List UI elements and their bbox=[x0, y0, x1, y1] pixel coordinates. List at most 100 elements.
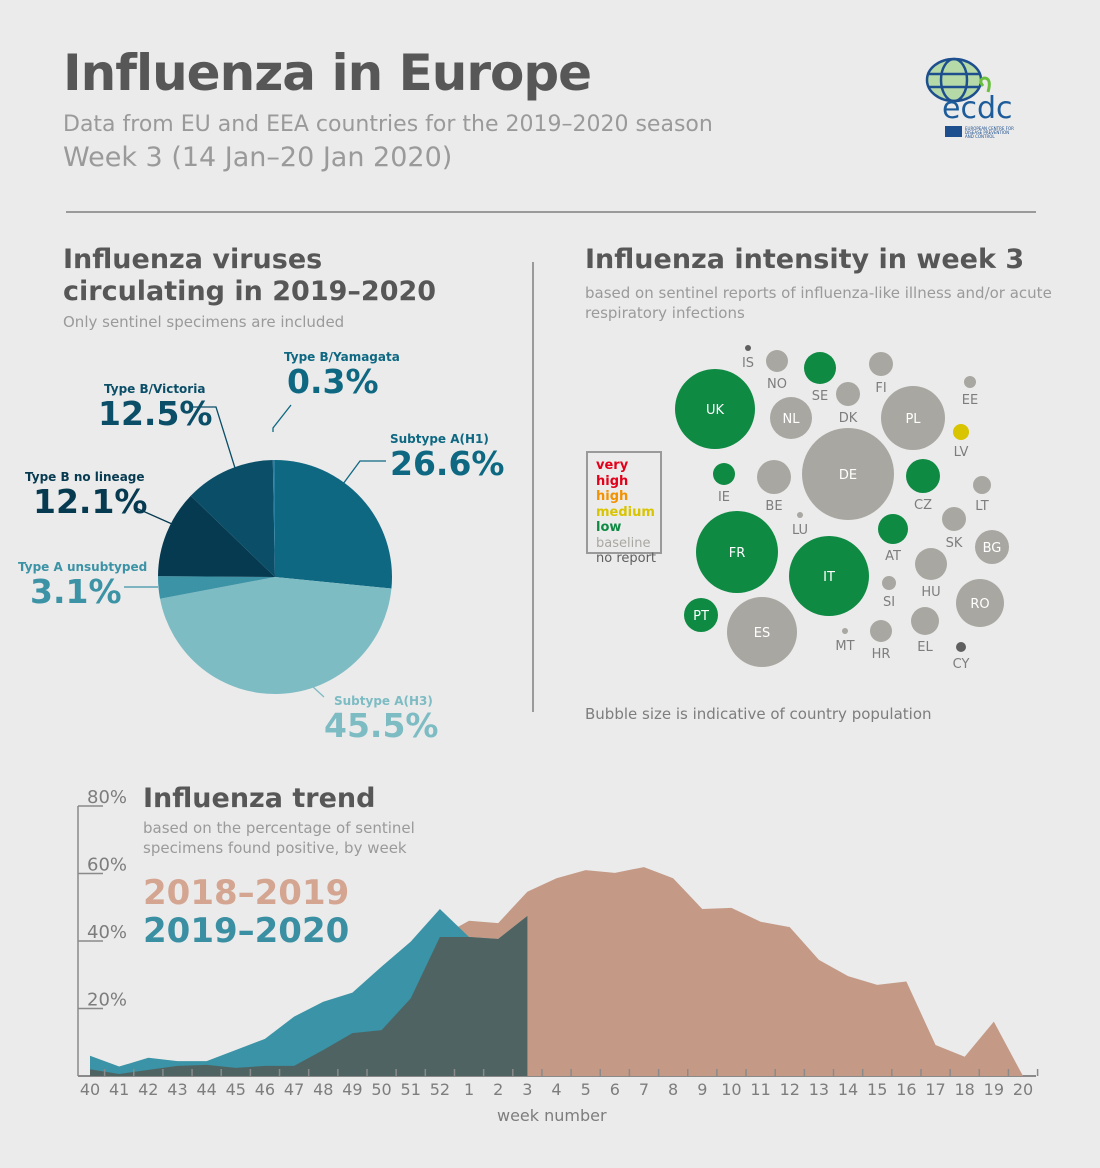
country-code: LU bbox=[792, 523, 808, 538]
country-bubble-nl: NL bbox=[770, 397, 812, 439]
x-tick-label: 16 bbox=[896, 1080, 916, 1099]
y-tick-label: 40% bbox=[87, 922, 127, 943]
x-tick-label: 44 bbox=[196, 1080, 216, 1099]
country-code: BG bbox=[983, 541, 1002, 556]
slice-value: 12.5% bbox=[98, 394, 213, 433]
legend-high: high bbox=[596, 489, 629, 504]
x-tick-label: 47 bbox=[284, 1080, 304, 1099]
bubble bbox=[713, 463, 735, 485]
legend-baseline: baseline bbox=[596, 535, 651, 551]
country-code: NL bbox=[783, 412, 801, 427]
area-2018-2019 bbox=[90, 867, 1023, 1076]
week-label: Week 3 (14 Jan–20 Jan 2020) bbox=[63, 142, 453, 173]
bubble bbox=[675, 369, 755, 449]
x-tick-label: 50 bbox=[371, 1080, 391, 1099]
country-bubble-es: ES bbox=[727, 597, 797, 667]
x-tick-label: 46 bbox=[255, 1080, 275, 1099]
x-tick-label: 4 bbox=[551, 1080, 561, 1099]
x-axis-label: week number bbox=[497, 1106, 607, 1125]
country-bubble-de: DE bbox=[802, 428, 894, 520]
pie-label-h3: Subtype A(H3) 45.5% bbox=[324, 694, 439, 745]
bubble-title: Influenza intensity in week 3 bbox=[585, 244, 1025, 275]
slice-value: 3.1% bbox=[30, 572, 122, 611]
intensity-legend: very high high medium low baseline no re… bbox=[586, 451, 662, 566]
divider-vertical bbox=[532, 262, 534, 712]
bubble bbox=[975, 530, 1009, 564]
country-code: SE bbox=[812, 389, 828, 404]
y-tick-label: 60% bbox=[87, 855, 127, 876]
country-code: HR bbox=[872, 647, 891, 662]
bubble bbox=[915, 548, 947, 580]
x-tick-label: 48 bbox=[313, 1080, 333, 1099]
x-tick-label: 15 bbox=[867, 1080, 887, 1099]
country-code: IS bbox=[742, 356, 754, 371]
y-tick-label: 80% bbox=[87, 787, 127, 808]
country-code: SK bbox=[946, 536, 963, 551]
country-bubble-lv: LV bbox=[953, 424, 969, 460]
legend-medium: medium bbox=[596, 504, 655, 520]
bubble bbox=[956, 579, 1004, 627]
pie-label-victoria: Type B/Victoria 12.5% bbox=[98, 382, 213, 433]
ecdc-logo: ecdc EUROPEAN CENTRE FOR DISEASE PREVENT… bbox=[922, 54, 1032, 144]
svg-text:DISEASE PREVENTION: DISEASE PREVENTION bbox=[965, 130, 1009, 135]
pie-label-h1: Subtype A(H1) 26.6% bbox=[390, 432, 505, 483]
country-bubble-fr: FR bbox=[696, 511, 778, 593]
x-tick-label: 6 bbox=[610, 1080, 620, 1099]
x-tick-label: 5 bbox=[581, 1080, 591, 1099]
country-bubble-mt: MT bbox=[835, 628, 855, 654]
x-tick-label: 2 bbox=[493, 1080, 503, 1099]
country-bubble-pt: PT bbox=[684, 598, 718, 632]
legend-2018-2019: 2018–2019 bbox=[143, 873, 350, 913]
country-bubble-no: NO bbox=[766, 350, 788, 392]
leader-line bbox=[311, 685, 325, 698]
bubble bbox=[878, 514, 908, 544]
pie-label-unsubtyped: Type A unsubtyped 3.1% bbox=[18, 560, 147, 611]
x-tick-label: 11 bbox=[750, 1080, 770, 1099]
slice-name: Subtype A(H1) bbox=[390, 432, 489, 446]
pie-slice bbox=[272, 460, 275, 577]
x-tick-label: 18 bbox=[955, 1080, 975, 1099]
leader-line bbox=[193, 406, 236, 469]
country-code: RO bbox=[970, 597, 989, 612]
x-tick-label: 51 bbox=[401, 1080, 421, 1099]
bubble bbox=[869, 352, 893, 376]
bubble bbox=[727, 597, 797, 667]
country-bubble-sk: SK bbox=[942, 507, 966, 551]
bubble bbox=[770, 397, 812, 439]
x-tick-label: 3 bbox=[522, 1080, 532, 1099]
country-code: CY bbox=[953, 657, 970, 672]
country-code: IE bbox=[718, 490, 730, 505]
country-code: HU bbox=[921, 585, 940, 600]
bubble bbox=[797, 512, 803, 518]
country-code: NO bbox=[767, 377, 787, 392]
slice-name: Type B/Yamagata bbox=[284, 350, 400, 364]
legend-low: low bbox=[596, 520, 622, 535]
x-tick-label: 8 bbox=[668, 1080, 678, 1099]
bubble bbox=[696, 511, 778, 593]
x-tick-label: 43 bbox=[167, 1080, 187, 1099]
country-bubble-se: SE bbox=[804, 352, 836, 404]
country-code: BE bbox=[765, 499, 782, 514]
bubble bbox=[942, 507, 966, 531]
bubble-footnote: Bubble size is indicative of country pop… bbox=[585, 705, 932, 723]
country-bubble-fi: FI bbox=[869, 352, 893, 396]
x-tick-label: 41 bbox=[109, 1080, 129, 1099]
pie-slice bbox=[275, 460, 392, 589]
slice-name: Type B/Victoria bbox=[104, 382, 206, 396]
slice-name: Type A unsubtyped bbox=[18, 560, 148, 574]
country-code: DK bbox=[839, 411, 858, 426]
bubble bbox=[973, 476, 991, 494]
pie-slice bbox=[158, 576, 275, 599]
x-tick-label: 13 bbox=[809, 1080, 829, 1099]
pie-label-no-lineage: Type B no lineage 12.1% bbox=[25, 470, 148, 521]
leader-line bbox=[342, 460, 386, 485]
divider bbox=[66, 211, 1036, 213]
country-bubble-el: EL bbox=[911, 607, 939, 655]
country-code: FR bbox=[729, 546, 746, 561]
bubble bbox=[804, 352, 836, 384]
bubble bbox=[870, 620, 892, 642]
page-title: Influenza in Europe bbox=[63, 44, 592, 102]
x-tick-label: 45 bbox=[226, 1080, 246, 1099]
country-bubble-at: AT bbox=[878, 514, 908, 564]
slice-name: Subtype A(H3) bbox=[334, 694, 433, 708]
